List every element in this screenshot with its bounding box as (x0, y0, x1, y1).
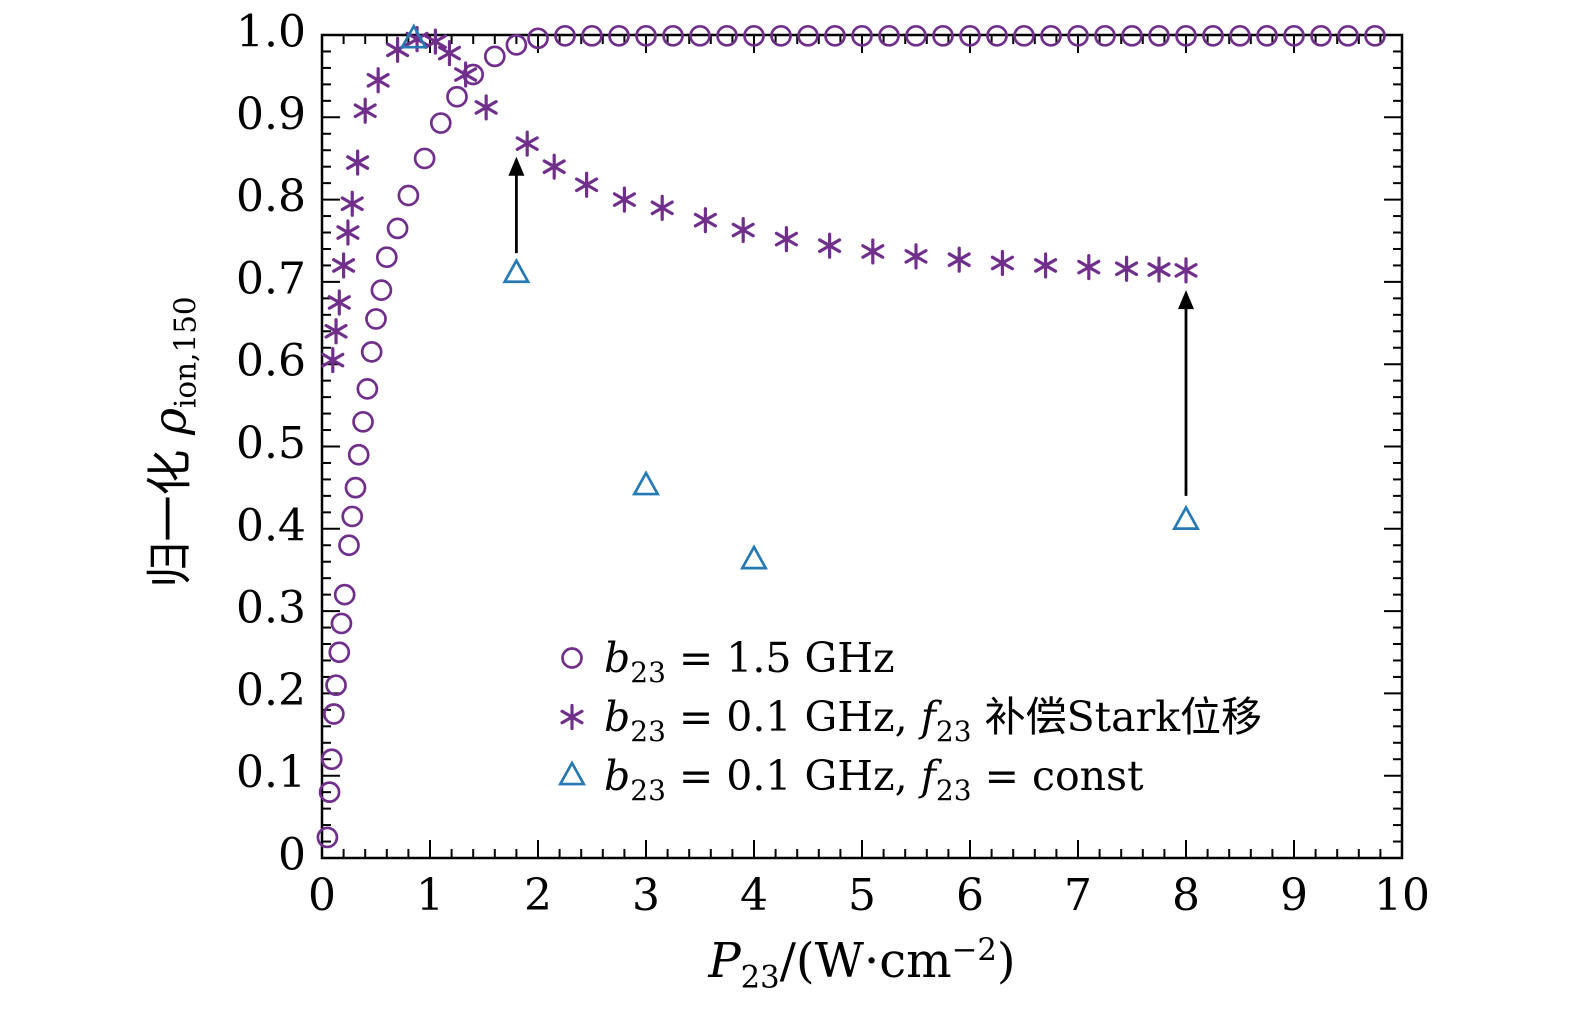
axis-label-part: ρ (142, 407, 197, 436)
y-tick-label: 0.7 (236, 253, 306, 304)
axis-label-part: 归一化 (142, 435, 197, 588)
x-tick-label: 4 (740, 870, 768, 921)
x-tick-label: 3 (632, 870, 660, 921)
x-tick-label: 8 (1172, 870, 1200, 921)
legend-label: b23 = 0.1 GHz, f23 补偿Stark位移 (604, 693, 1262, 748)
axis-label-part: P (708, 933, 741, 989)
x-tick-label: 0 (308, 870, 336, 921)
y-tick-label: 0.3 (236, 583, 306, 634)
annotation-arrows (508, 156, 1194, 496)
x-tick-label: 10 (1374, 870, 1430, 921)
x-tick-label: 2 (524, 870, 552, 921)
x-tick-label: 1 (416, 870, 444, 921)
legend-item: b23 = 0.1 GHz, f23 补偿Stark位移 (560, 693, 1262, 748)
legend-item: b23 = 1.5 GHz (561, 634, 895, 689)
series-circle (316, 24, 1386, 849)
legend-item: b23 = 0.1 GHz, f23 = const (558, 752, 1144, 807)
x-tick-labels: 0 1 2 3 4 5 6 7 8 9 10 (308, 870, 1430, 921)
axis-label-part: /(W·cm (779, 933, 952, 989)
x-tick-label: 6 (956, 870, 984, 921)
y-tick-labels: 0 0.1 0.2 0.3 0.4 0.5 0.6 0.7 0.8 0.9 1.0 (236, 7, 306, 881)
y-tick-label: 0.8 (236, 171, 306, 222)
axis-label-part: ion,150 (168, 296, 203, 408)
series-asterisk (321, 26, 1198, 374)
y-tick-label: 0.4 (236, 500, 306, 551)
legend-label: b23 = 0.1 GHz, f23 = const (604, 752, 1144, 807)
axis-label-part: −2 (951, 932, 997, 968)
axis-label-part: ) (996, 933, 1016, 989)
x-axis-label: P23/(W·cm−2) (322, 932, 1402, 996)
y-tick-label: 0 (278, 830, 306, 881)
plot-frame (320, 33, 1404, 860)
x-tick-label: 5 (848, 870, 876, 921)
axis-label-part: 23 (740, 959, 780, 996)
legend-label: b23 = 1.5 GHz (604, 634, 895, 689)
y-tick-label: 0.5 (236, 418, 306, 469)
series-triangle (399, 23, 1200, 570)
y-axis-label: 归一化 ρion,150 (133, 296, 202, 587)
y-tick-label: 0.2 (236, 665, 306, 716)
x-tick-label: 7 (1064, 870, 1092, 921)
y-tick-label: 0.6 (236, 336, 306, 387)
x-tick-label: 9 (1280, 870, 1308, 921)
y-tick-label: 0.9 (236, 89, 306, 140)
y-tick-label: 0.1 (236, 747, 306, 798)
y-tick-label: 1.0 (236, 7, 306, 58)
